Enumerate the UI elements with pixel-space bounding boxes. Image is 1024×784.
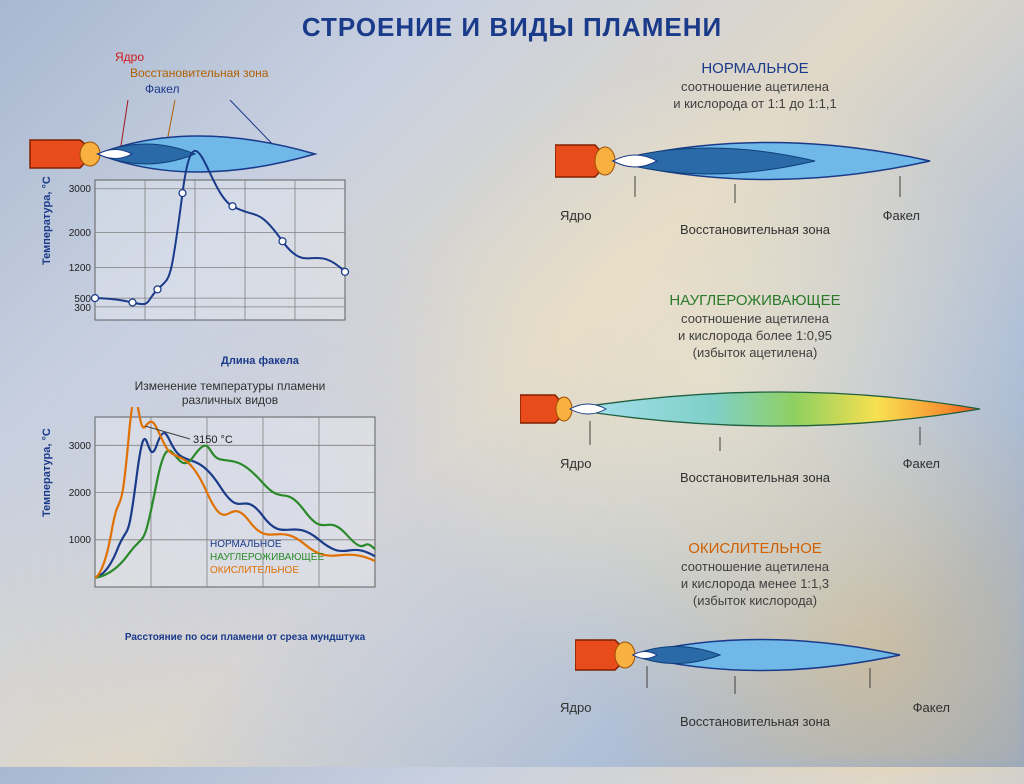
nozzle-icon bbox=[30, 140, 100, 168]
chart1-caption: Изменение температуры пламениразличных в… bbox=[20, 379, 440, 407]
svg-text:1200: 1200 bbox=[69, 263, 92, 274]
svg-text:2000: 2000 bbox=[69, 228, 92, 239]
flame-carb-desc: соотношение ацетилена и кислорода более … bbox=[500, 311, 1010, 362]
svg-text:НОРМАЛЬНОЕ: НОРМАЛЬНОЕ bbox=[210, 539, 282, 550]
flame-oxid-desc: соотношение ацетилена и кислорода менее … bbox=[500, 559, 1010, 610]
chart-comparison: 3000 2000 1000 3150 °C НОРМАЛЬНОЕ НАУГЛЕ… bbox=[20, 407, 430, 627]
flame-normal-title: НОРМАЛЬНОЕ bbox=[500, 60, 1010, 77]
flame-carburizing: НАУГЛЕРОЖИВАЮЩЕЕ соотношение ацетилена и… bbox=[500, 292, 1010, 486]
svg-text:НАУГЛЕРОЖИВАЮЩЕЕ: НАУГЛЕРОЖИВАЮЩЕЕ bbox=[210, 552, 324, 563]
nozzle-icon bbox=[575, 640, 635, 670]
label-torch: Факел bbox=[145, 82, 179, 96]
label-core: Ядро bbox=[115, 50, 144, 64]
svg-text:1000: 1000 bbox=[69, 535, 92, 546]
label-zone: Восстановительная зона bbox=[680, 470, 830, 485]
page-title: СТРОЕНИЕ И ВИДЫ ПЛАМЕНИ bbox=[0, 0, 1024, 43]
svg-text:Температура, °C: Температура, °C bbox=[41, 428, 53, 517]
label-zone: Восстановительная зона bbox=[680, 222, 830, 237]
svg-text:300: 300 bbox=[74, 303, 91, 314]
nozzle-icon bbox=[555, 145, 615, 177]
svg-text:3150 °C: 3150 °C bbox=[193, 434, 233, 446]
label-core: Ядро bbox=[560, 700, 591, 715]
label-core: Ядро bbox=[560, 208, 591, 223]
flame-normal-desc: соотношение ацетиленаи кислорода от 1:1 … bbox=[500, 79, 1010, 113]
svg-text:3000: 3000 bbox=[69, 441, 92, 452]
svg-text:2000: 2000 bbox=[69, 488, 92, 499]
svg-text:Температура, °C: Температура, °C bbox=[41, 176, 53, 265]
label-torch: Факел bbox=[913, 700, 950, 715]
chart1-xlabel: Длина факела bbox=[80, 355, 440, 367]
label-zone: Восстановительная зона bbox=[680, 714, 830, 729]
label-torch: Факел bbox=[883, 208, 920, 223]
structure-labels: Ядро Восстановительная зона Факел bbox=[20, 50, 440, 100]
flame-normal: НОРМАЛЬНОЕ соотношение ацетиленаи кислор… bbox=[500, 60, 1010, 237]
chart2-xlabel: Расстояние по оси пламени от среза мундш… bbox=[50, 632, 440, 643]
chart-structure: 3000 2000 1200 500 300 Температура, °C bbox=[20, 100, 430, 350]
label-core: Ядро bbox=[560, 456, 591, 471]
svg-text:ОКИСЛИТЕЛЬНОЕ: ОКИСЛИТЕЛЬНОЕ bbox=[210, 565, 299, 576]
svg-text:3000: 3000 bbox=[69, 184, 92, 195]
flame-oxidizing: ОКИСЛИТЕЛЬНОЕ соотношение ацетилена и ки… bbox=[500, 540, 1010, 729]
nozzle-icon bbox=[520, 395, 572, 423]
flame-oxid-title: ОКИСЛИТЕЛЬНОЕ bbox=[500, 540, 1010, 557]
label-reducing: Восстановительная зона bbox=[130, 66, 268, 80]
flame-carb-title: НАУГЛЕРОЖИВАЮЩЕЕ bbox=[500, 292, 1010, 309]
label-torch: Факел bbox=[903, 456, 940, 471]
